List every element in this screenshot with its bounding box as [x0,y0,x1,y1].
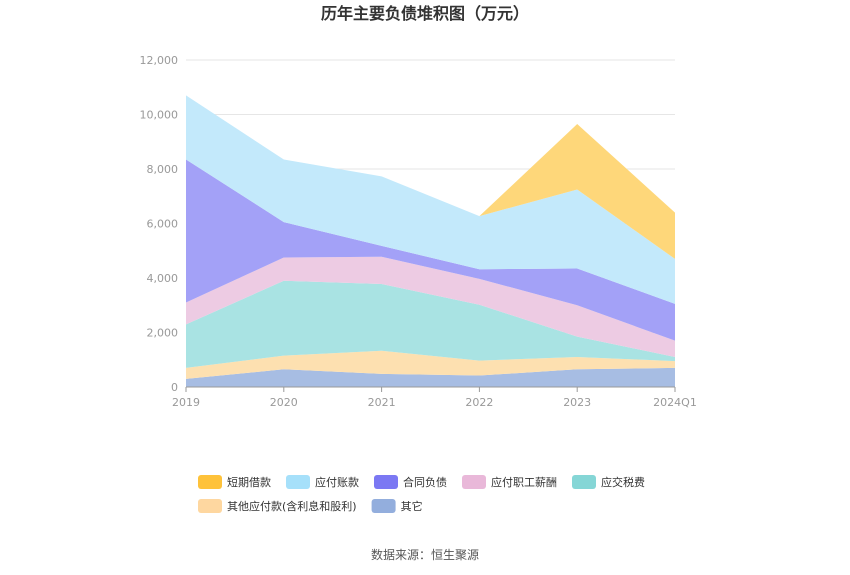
legend-swatch [371,499,396,513]
legend-label: 应付账款 [315,475,359,489]
x-tick-label: 2024Q1 [653,396,697,409]
area-应付账款 [186,95,675,304]
legend-item[interactable]: 应付职工薪酬 [462,475,557,489]
y-tick-label: 0 [171,381,178,394]
area-应付职工薪酬 [186,256,675,358]
y-tick-label: 4,000 [147,272,179,285]
x-tick-label: 2020 [270,396,298,409]
axes: 0 2,000 4,000 6,000 8,000 10,000 12,000 2019 202… [140,54,697,409]
legend-swatch [198,499,222,513]
legend-label: 短期借款 [227,475,271,489]
series-areas [186,95,675,387]
legend-item[interactable]: 应交税费 [572,475,645,489]
legend-swatch [286,475,310,489]
legend-label: 合同负债 [403,475,447,489]
area-应交税费 [186,280,675,368]
area-其他应付款(含利息和股利) [186,350,675,379]
y-tick-label: 6,000 [147,218,179,231]
legend-swatch [198,475,222,489]
legend-item[interactable]: 其他应付款(含利息和股利) [198,499,357,513]
x-tick-label: 2021 [368,396,396,409]
legend-swatch [374,475,398,489]
area-短期借款 [186,95,675,259]
legend-label: 应交税费 [601,475,645,489]
legend-item[interactable]: 短期借款 [198,475,271,489]
legend-item[interactable]: 其它 [371,499,423,513]
source-note: 数据来源：恒生聚源 [371,547,479,562]
area-其它 [186,367,675,387]
y-tick-label: 10,000 [140,109,179,122]
chart-title: 历年主要负债堆积图（万元） [321,4,529,23]
y-tick-label: 12,000 [140,54,179,67]
y-tick-label: 2,000 [147,327,179,340]
legend-item[interactable]: 应付账款 [286,475,359,489]
legend-label: 其他应付款(含利息和股利) [227,499,357,513]
y-tick-label: 8,000 [147,163,179,176]
x-tick-label: 2022 [465,396,493,409]
legend-swatch [462,475,486,489]
x-tick-label: 2023 [563,396,591,409]
x-tick-label: 2019 [172,396,200,409]
legend-label: 应付职工薪酬 [491,475,557,489]
legend-label: 其它 [401,499,423,513]
legend-swatch [572,475,596,489]
legend-item[interactable]: 合同负债 [374,475,447,489]
area-合同负债 [186,159,675,341]
